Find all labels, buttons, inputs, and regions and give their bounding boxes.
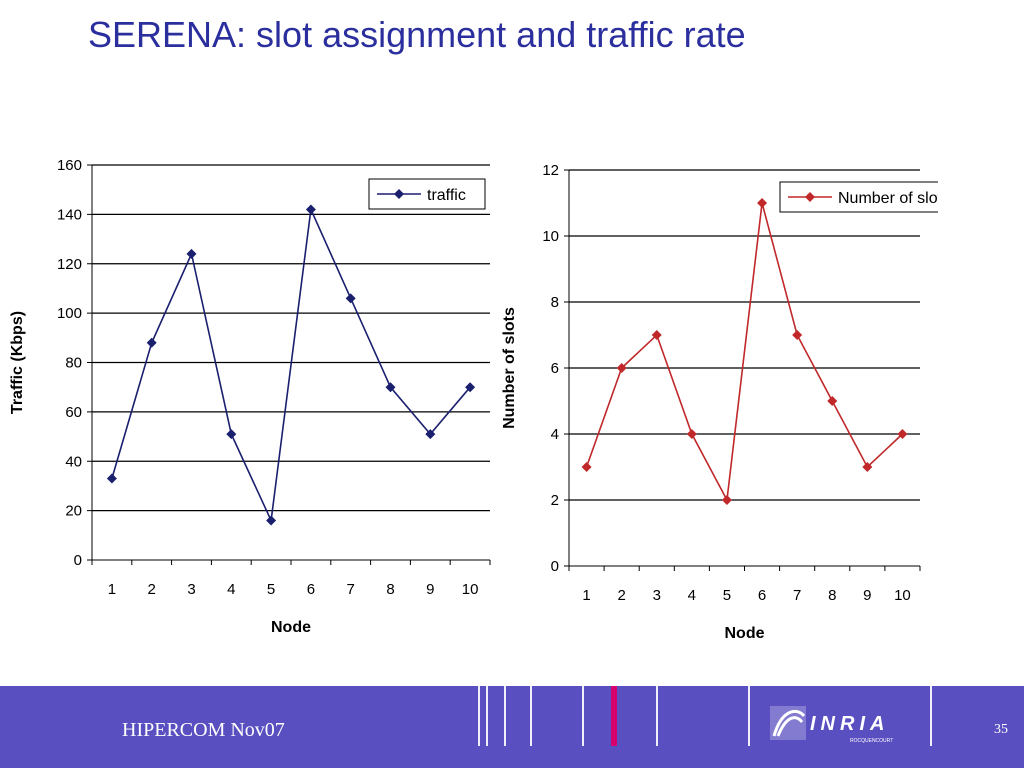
data-point — [186, 248, 197, 259]
y-tick-label: 6 — [551, 360, 559, 377]
x-tick-label: 2 — [617, 587, 625, 604]
y-tick-label: 140 — [57, 206, 82, 223]
footer-divider — [930, 686, 932, 746]
footer: HIPERCOM Nov07 INRIA ROCQUENCOURT 35 — [0, 686, 1024, 768]
data-point — [345, 293, 356, 304]
page-number: 35 — [994, 722, 1008, 737]
legend-marker — [394, 189, 404, 199]
footer-divider — [582, 686, 584, 746]
x-tick-label: 3 — [653, 587, 661, 604]
legend-label: Number of slots — [838, 190, 938, 207]
x-tick-label: 1 — [582, 587, 590, 604]
data-point — [792, 330, 803, 340]
data-point — [305, 204, 316, 215]
y-tick-label: 20 — [65, 503, 82, 520]
x-tick-label: 10 — [894, 587, 911, 604]
data-point — [721, 495, 732, 505]
y-tick-label: 0 — [551, 558, 559, 575]
slide-title: SERENA: slot assignment and traffic rate — [88, 14, 746, 55]
data-point — [651, 330, 662, 340]
x-tick-label: 3 — [187, 581, 195, 598]
data-point — [757, 198, 768, 208]
y-tick-label: 12 — [542, 162, 559, 179]
y-axis-title: Number of slots — [501, 307, 518, 429]
x-tick-label: 9 — [863, 587, 871, 604]
y-tick-label: 160 — [57, 157, 82, 174]
x-tick-label: 10 — [462, 581, 479, 598]
x-tick-label: 8 — [828, 587, 836, 604]
data-point — [616, 363, 627, 373]
data-point — [385, 382, 396, 393]
legend-marker — [805, 192, 815, 202]
footer-accent-bar — [611, 686, 617, 746]
y-tick-label: 80 — [65, 355, 82, 372]
x-tick-label: 8 — [386, 581, 394, 598]
x-tick-label: 7 — [347, 581, 355, 598]
x-tick-label: 9 — [426, 581, 434, 598]
data-point — [827, 396, 838, 406]
data-point — [226, 429, 237, 440]
footer-divider — [504, 686, 506, 746]
x-tick-label: 4 — [688, 587, 696, 604]
logo-text: INRIA — [810, 713, 889, 735]
footer-divider — [478, 686, 480, 746]
x-tick-label: 2 — [148, 581, 156, 598]
x-tick-label: 6 — [307, 581, 315, 598]
y-tick-label: 40 — [65, 453, 82, 470]
y-tick-label: 100 — [57, 305, 82, 322]
data-point — [106, 473, 117, 484]
legend-label: traffic — [427, 187, 466, 204]
y-tick-label: 60 — [65, 404, 82, 421]
data-point — [465, 382, 476, 393]
x-tick-label: 5 — [267, 581, 275, 598]
data-point — [897, 429, 908, 439]
x-tick-label: 7 — [793, 587, 801, 604]
y-tick-label: 4 — [551, 426, 559, 443]
y-tick-label: 2 — [551, 492, 559, 509]
data-point — [862, 462, 873, 472]
y-axis-title: Traffic (Kbps) — [9, 311, 26, 414]
x-axis-title: Node — [271, 619, 311, 636]
data-point — [425, 429, 436, 440]
y-tick-label: 0 — [74, 552, 82, 569]
x-tick-label: 5 — [723, 587, 731, 604]
series-line — [585, 202, 903, 503]
footer-divider — [530, 686, 532, 746]
footer-divider — [748, 686, 750, 746]
footer-divider — [656, 686, 658, 746]
logo-subtext: ROCQUENCOURT — [850, 738, 893, 744]
x-axis-title: Node — [725, 625, 765, 642]
footer-text: HIPERCOM Nov07 — [122, 719, 285, 741]
y-tick-label: 120 — [57, 256, 82, 273]
y-tick-label: 8 — [551, 294, 559, 311]
data-point — [686, 429, 697, 439]
data-point — [581, 462, 592, 472]
x-tick-label: 1 — [108, 581, 116, 598]
data-point — [266, 515, 277, 526]
inria-logo: INRIA ROCQUENCOURT — [770, 706, 893, 744]
series-line — [111, 206, 471, 524]
data-point — [146, 337, 157, 348]
traffic-chart: 0 20 40 60 80 100 120 140 160 1 2 3 4 5 6 7 8 9 10 Node Traf… — [9, 157, 491, 636]
x-tick-label: 6 — [758, 587, 766, 604]
footer-divider — [486, 686, 488, 746]
y-tick-label: 10 — [542, 228, 559, 245]
x-tick-label: 4 — [227, 581, 235, 598]
